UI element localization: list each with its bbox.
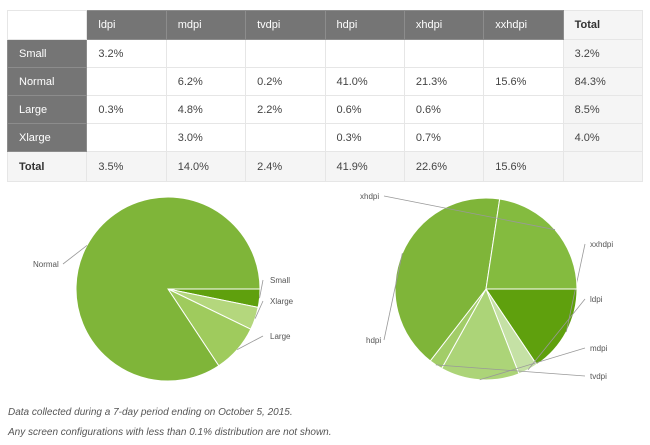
table-row: Large 0.3% 4.8% 2.2% 0.6% 0.6% 8.5% [6,95,644,124]
footnote-threshold: Any screen configurations with less than… [8,427,332,438]
table-totals-row: Total 3.5% 14.0% 2.4% 41.9% 22.6% 15.6% [6,151,644,182]
total-cell: 2.4% [245,151,326,182]
total-cell: 15.6% [483,151,564,182]
table-cell: 15.6% [483,67,564,96]
leader-line-normal [62,245,88,265]
total-cell: 3.5% [86,151,167,182]
leader-line-xhdpi [383,195,556,231]
table-cell: 3.0% [165,123,247,152]
leader-line-tvdpi [435,364,586,377]
table-cell [165,39,247,68]
slice-label-ldpi: ldpi [590,295,603,304]
table-header-row: ldpi mdpi tvdpi hdpi xhdpi xxhdpi Total [6,10,644,40]
slice-label-hdpi: hdpi [366,336,381,345]
slice-label-normal: Normal [33,260,59,269]
total-cell: 14.0% [165,151,247,182]
pie-slice-normal [75,196,261,382]
column-header-total: Total [562,10,644,40]
row-label-large: Large [6,95,88,124]
row-total-cell: 4.0% [562,123,644,152]
pie-slice-xhdpi [485,198,578,290]
row-total-cell: 3.2% [562,39,644,68]
table-cell: 0.3% [324,123,405,152]
slice-label-mdpi: mdpi [590,344,608,353]
total-cell [562,151,644,182]
slice-label-small: Small [270,276,290,285]
slice-label-xlarge: Xlarge [270,297,294,306]
slice-label-xxhdpi: xxhdpi [590,240,613,249]
leader-line-small [259,279,264,299]
leader-line-ldpi [527,298,586,370]
table-cell: 3.2% [86,39,167,68]
slice-label-xhdpi: xhdpi [360,192,379,201]
distribution-table: ldpi mdpi tvdpi hdpi xhdpi xxhdpi Total … [6,10,644,182]
total-cell: 41.9% [324,151,405,182]
table-cell: 0.2% [245,67,326,96]
leader-line-large [237,335,264,350]
table-corner-cell [6,10,88,40]
column-header-mdpi: mdpi [165,10,247,40]
table-cell [86,123,167,152]
slice-label-tvdpi: tvdpi [590,372,607,381]
leader-line-xlarge [254,300,264,319]
row-total-cell: 8.5% [562,95,644,124]
table-row: Normal 6.2% 0.2% 41.0% 21.3% 15.6% 84.3% [6,67,644,96]
row-label-small: Small [6,39,88,68]
leader-line-hdpi [383,253,403,341]
table-cell: 6.2% [165,67,247,96]
row-label-total: Total [6,151,88,182]
leader-line-mdpi [479,347,586,381]
footnote-data-period: Data collected during a 7-day period end… [8,407,293,418]
slice-label-large: Large [270,332,291,341]
